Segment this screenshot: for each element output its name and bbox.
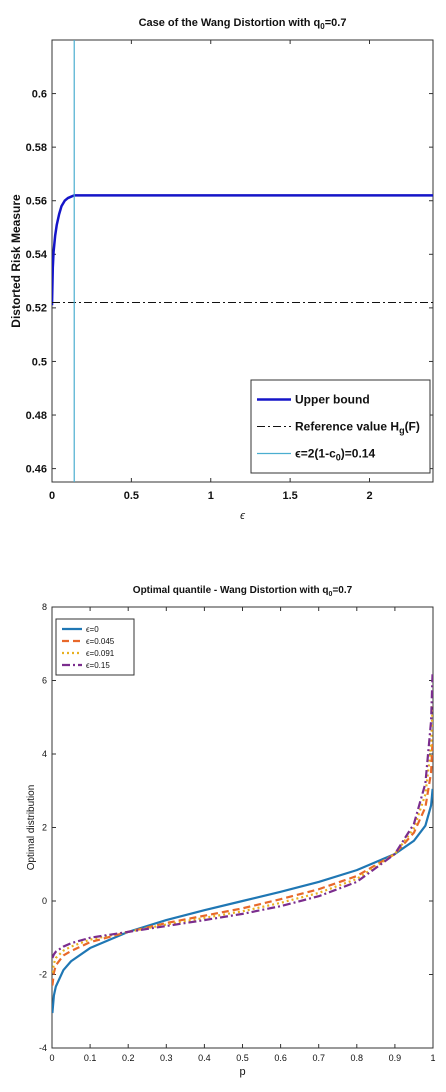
y-tick-label: 6 <box>42 676 47 686</box>
y-tick-label: 8 <box>42 602 47 612</box>
x-axis-label: p <box>239 1066 245 1078</box>
x-tick-label: 0.5 <box>124 490 139 502</box>
y-tick-label: 0.54 <box>26 249 48 261</box>
chart-title: Optimal quantile - Wang Distortion with … <box>133 585 353 598</box>
x-tick-label: 0.8 <box>351 1053 364 1063</box>
legend-entry: ϵ=0.045 <box>86 637 115 646</box>
x-tick-label: 1 <box>208 490 214 502</box>
x-tick-label: 0.2 <box>122 1053 135 1063</box>
y-axis-label: Optimal distribution <box>26 785 37 871</box>
series-line-2 <box>52 739 433 986</box>
legend-entry: ϵ=0.15 <box>86 661 110 670</box>
y-tick-label: 2 <box>42 823 47 833</box>
series-line-3 <box>52 706 433 973</box>
y-tick-label: 0.56 <box>26 196 47 208</box>
x-tick-label: 1 <box>430 1053 435 1063</box>
y-tick-label: -2 <box>39 970 47 980</box>
legend-entry: Upper bound <box>295 393 370 407</box>
y-tick-label: -4 <box>39 1043 47 1053</box>
x-tick-label: 0.6 <box>274 1053 287 1063</box>
legend-entry: ϵ=2(1-c0)=0.14 <box>295 447 375 463</box>
x-axis-label: ϵ <box>240 510 245 522</box>
y-tick-label: 4 <box>42 749 47 759</box>
x-tick-label: 0 <box>49 1053 54 1063</box>
series-line-1 <box>52 788 433 1014</box>
x-tick-label: 0 <box>49 490 55 502</box>
y-tick-label: 0.5 <box>32 356 47 368</box>
y-tick-label: 0.48 <box>26 410 47 422</box>
series-line-4 <box>52 671 433 959</box>
y-axis-label: Distorted Risk Measure <box>9 194 23 328</box>
x-tick-label: 0.5 <box>236 1053 249 1063</box>
x-tick-label: 0.7 <box>312 1053 325 1063</box>
legend-entry: Reference value Hg(F) <box>295 420 420 436</box>
legend-entry: ϵ=0 <box>86 625 99 634</box>
y-tick-label: 0.6 <box>32 88 47 100</box>
x-tick-label: 0.4 <box>198 1053 211 1063</box>
x-tick-label: 1.5 <box>282 490 297 502</box>
y-tick-label: 0.58 <box>26 142 47 154</box>
x-tick-label: 2 <box>366 490 372 502</box>
optimal-quantile-chart: 0 0.1 0.2 0.3 0.4 0.5 0.6 0.7 0.8 0.9 1 -4 -2 0 2 4 6 8 Op… <box>26 585 436 1078</box>
wang-distortion-risk-chart: 0 0.5 1 1.5 2 0.46 0.48 0.5 0.52 0.54 0.56 0.58 0.6 C… <box>9 17 434 522</box>
x-tick-label: 0.3 <box>160 1053 173 1063</box>
chart-title: Case of the Wang Distortion with q0=0.7 <box>139 17 347 31</box>
legend-entry: ϵ=0.091 <box>86 649 115 658</box>
x-tick-label: 0.1 <box>84 1053 97 1063</box>
series-line-1 <box>52 194 433 306</box>
y-tick-label: 0.52 <box>26 303 47 315</box>
y-tick-label: 0 <box>42 896 47 906</box>
y-tick-label: 0.46 <box>26 463 47 475</box>
x-tick-label: 0.9 <box>389 1053 402 1063</box>
